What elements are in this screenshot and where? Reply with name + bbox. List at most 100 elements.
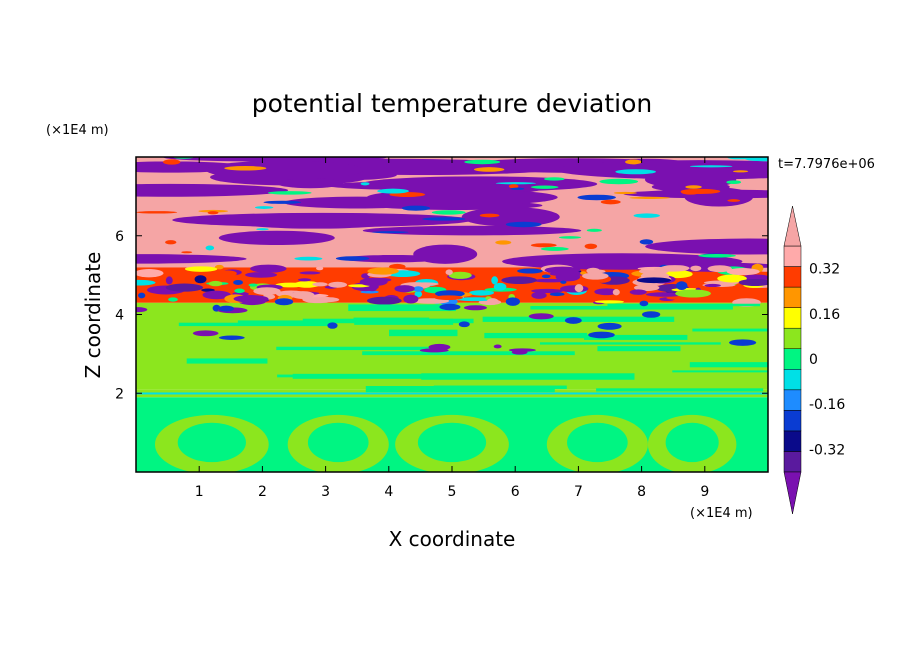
field-streak <box>484 332 588 339</box>
colorbar-label: 0.32 <box>809 262 840 278</box>
colorbar-swatch <box>783 451 802 473</box>
field-streak <box>431 210 466 215</box>
field-streak <box>584 243 598 249</box>
field-streak <box>633 284 660 292</box>
field-streak <box>168 297 178 302</box>
field-streak <box>207 211 219 215</box>
field-streak <box>531 291 547 299</box>
field-streak <box>704 283 721 288</box>
field-streak <box>389 263 406 270</box>
field-streak <box>312 282 328 287</box>
field-streak <box>597 346 681 352</box>
field-streak <box>633 213 660 218</box>
field-streak <box>505 297 520 306</box>
field-streak <box>234 288 245 294</box>
colorbar-swatch <box>783 327 802 349</box>
field-streak <box>284 196 431 209</box>
field-streak <box>250 264 287 273</box>
field-streak <box>511 349 528 355</box>
field-streak <box>742 274 768 281</box>
field-streak <box>293 281 320 288</box>
field-streak <box>636 277 672 284</box>
field-streak <box>326 180 564 191</box>
field-streak <box>362 351 575 356</box>
field-streak <box>445 269 453 275</box>
field-streak <box>439 303 461 311</box>
field-streak <box>549 292 565 297</box>
x-unit-label: (×1E4 m) <box>690 506 753 521</box>
field-streak <box>586 228 602 232</box>
colorbar-swatch <box>783 389 802 411</box>
field-streak <box>685 185 702 189</box>
field-streak <box>316 266 324 271</box>
field-streak <box>629 289 647 295</box>
colorbar-swatch <box>783 369 802 391</box>
field-streak <box>205 245 215 251</box>
x-tick-label: 3 <box>321 484 330 500</box>
field-streak <box>136 392 768 395</box>
field-streak <box>254 206 274 209</box>
y-unit-label: (×1E4 m) <box>46 123 109 138</box>
field-streak <box>202 290 231 300</box>
field-streak <box>185 266 218 272</box>
y-axis: 2 4 6 <box>115 229 768 402</box>
field-streak <box>401 205 431 211</box>
field-streak <box>422 217 466 221</box>
x-axis: 1 2 3 4 5 6 7 8 9 <box>195 157 709 500</box>
colorbar-swatch <box>783 348 802 370</box>
field-streak <box>186 358 268 364</box>
field-streak <box>267 191 312 195</box>
field-streak <box>645 292 684 297</box>
field-streak <box>136 211 178 214</box>
colorbar-label: 0 <box>809 352 818 368</box>
field-streak <box>469 290 495 296</box>
field-streak <box>726 268 760 276</box>
field-streak <box>403 294 419 304</box>
field-streak <box>218 335 245 340</box>
field-streak <box>136 279 156 286</box>
field-streak <box>698 253 736 258</box>
field-streak <box>689 362 768 368</box>
field-streak <box>531 288 564 294</box>
colorbar-label: -0.16 <box>809 397 845 413</box>
field-streak <box>555 160 768 180</box>
field-streak <box>461 207 560 227</box>
field-streak <box>162 159 181 165</box>
field-streak <box>613 191 637 195</box>
colorbar-swatch <box>783 286 802 308</box>
field-streak <box>181 251 193 254</box>
field-roll <box>567 422 628 463</box>
x-tick-label: 5 <box>448 484 457 500</box>
field-streak <box>458 321 470 328</box>
field-streak <box>540 247 569 251</box>
field-streak <box>430 271 442 276</box>
field-streak <box>419 348 449 353</box>
field-streak <box>367 267 399 275</box>
field-streak <box>414 290 423 298</box>
field-roll <box>665 422 719 463</box>
field-streak <box>675 281 688 291</box>
field-streak <box>277 178 343 189</box>
field-streak <box>645 238 768 255</box>
field-streak <box>690 265 702 272</box>
field-streak <box>412 286 424 292</box>
field-roll <box>177 422 246 463</box>
field-streak <box>473 167 505 172</box>
field-streak <box>680 189 701 195</box>
field-streak <box>501 276 537 285</box>
field-streak <box>277 374 438 378</box>
field-streak <box>218 230 335 246</box>
field-streak <box>165 283 204 292</box>
field-streak <box>541 274 551 279</box>
field-streak <box>371 231 409 234</box>
field-streak <box>224 166 267 171</box>
field-streak <box>290 291 315 299</box>
field-streak <box>744 157 768 162</box>
heatmap-field <box>136 157 768 472</box>
field-streak <box>587 269 606 274</box>
field-streak <box>607 303 761 307</box>
field-streak <box>675 289 712 298</box>
field-streak <box>493 344 502 349</box>
field-streak <box>208 280 223 287</box>
field-streak <box>194 275 207 284</box>
